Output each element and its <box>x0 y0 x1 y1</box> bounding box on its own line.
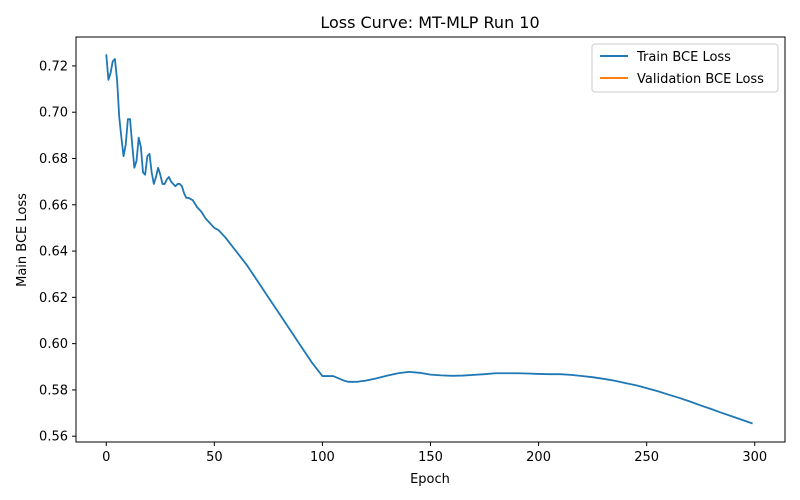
x-tick-label: 300 <box>742 450 767 465</box>
y-axis-title: Main BCE Loss <box>15 193 30 287</box>
x-tick-label: 100 <box>310 450 335 465</box>
chart-title: Loss Curve: MT-MLP Run 10 <box>320 13 539 32</box>
series-layer <box>105 54 753 425</box>
legend-box <box>591 43 779 93</box>
x-tick-label: 50 <box>206 450 223 465</box>
series-line-0 <box>105 54 753 425</box>
legend-label-train: Train BCE Loss <box>636 50 731 65</box>
y-tick-label: 0.56 <box>39 430 68 445</box>
x-tick-label: 0 <box>102 450 110 465</box>
y-tick-label: 0.72 <box>39 59 68 74</box>
y-tick-label: 0.62 <box>39 291 68 306</box>
y-tick-label: 0.60 <box>39 337 68 352</box>
x-tick-label: 250 <box>634 450 659 465</box>
plot-area <box>75 36 786 443</box>
y-tick-label: 0.68 <box>39 152 68 167</box>
x-axis-title: Epoch <box>410 472 450 487</box>
y-tick-label: 0.66 <box>39 198 68 213</box>
y-axis: 0.56 0.58 0.60 0.62 0.64 0.66 0.68 0.70 0.72 <box>39 59 76 445</box>
x-tick-label: 200 <box>526 450 551 465</box>
x-tick-label: 150 <box>418 450 443 465</box>
x-axis: 0 50 100 150 200 250 300 <box>102 442 767 465</box>
plot-frame <box>75 36 786 443</box>
y-tick-label: 0.58 <box>39 383 68 398</box>
legend-label-validation: Validation BCE Loss <box>637 72 764 87</box>
y-tick-label: 0.70 <box>39 106 68 121</box>
y-tick-label: 0.64 <box>39 245 68 260</box>
legend: Train BCE Loss Validation BCE Loss <box>591 43 779 93</box>
